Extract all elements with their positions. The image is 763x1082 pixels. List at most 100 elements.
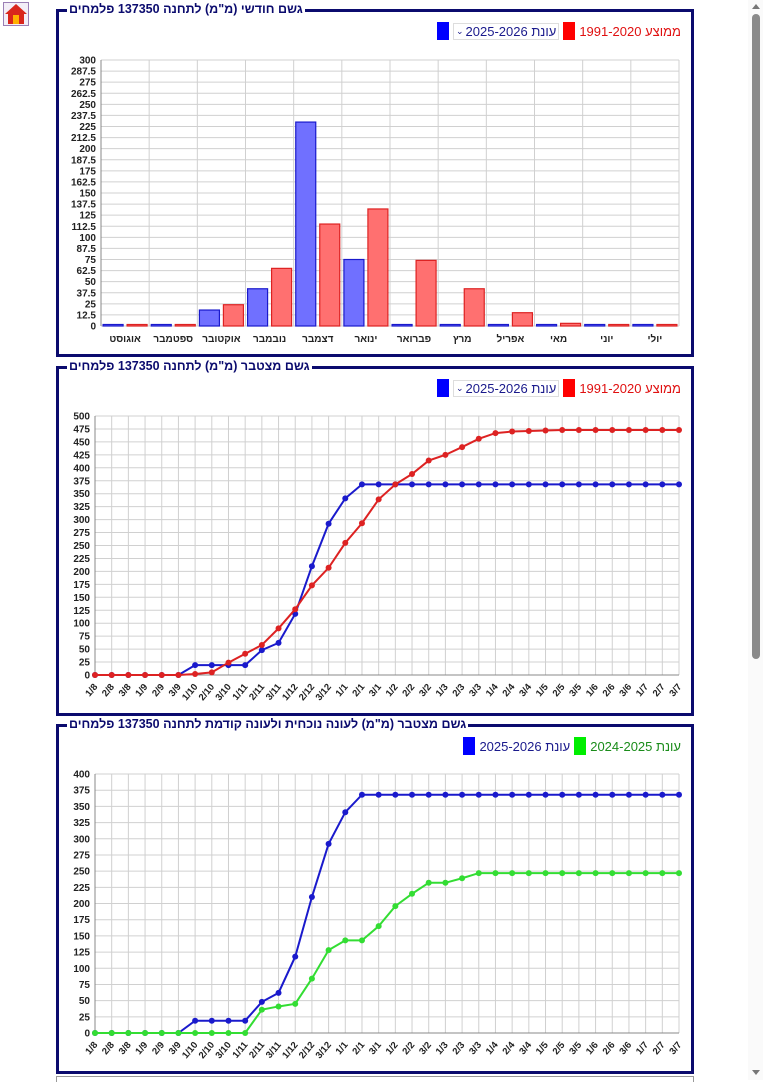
data-point [342,937,349,944]
x-tick-label: 3/11 [264,681,284,702]
data-point [459,444,466,451]
scroll-thumb[interactable] [752,14,760,659]
data-point [275,1003,282,1010]
x-tick-label: 2/5 [551,1039,568,1057]
scrollbar[interactable] [748,0,763,1080]
x-tick-label: 3/2 [417,682,434,699]
x-tick-label: 3/6 [617,682,634,699]
y-tick-label: 450 [73,437,90,448]
x-tick-label: 2/8 [100,682,117,699]
y-tick-label: 137.5 [71,200,96,211]
y-tick-label: 212.5 [71,133,96,144]
x-tick-label: 1/12 [280,1040,300,1061]
home-button[interactable] [3,2,29,26]
data-point [609,426,616,433]
data-point [676,426,682,433]
x-tick-label: 3/6 [617,1040,634,1057]
legend-season-swatch [436,379,449,397]
bar [222,304,245,327]
y-tick-label: 37.5 [77,288,97,299]
cumulative-line-chart: 0 25 50 75 100 125 150 175 200 225 250 275 300 325 350… [73,412,684,704]
x-tick-label: 1/6 [584,1040,601,1057]
data-point [425,879,432,886]
y-tick-label: 350 [73,489,90,500]
data-point [525,428,532,435]
x-tick-label: ספטמבר [153,334,193,345]
data-point [642,791,649,798]
data-point [208,1030,215,1036]
y-tick-label: 275 [73,850,90,861]
data-point [258,641,265,648]
bar [439,323,461,327]
x-tick-label: אוקטובר [202,334,241,345]
x-tick-label: 2/6 [601,1040,618,1057]
bar [126,323,148,327]
data-point [308,563,315,570]
data-point [158,672,165,678]
y-tick-label: 125 [73,948,90,959]
data-point [325,564,332,571]
legend: ממוצע 1991-2020 עונת 2025-2026 ⌄ [436,379,681,397]
data-point [459,481,466,488]
data-point [442,791,449,798]
bar [584,323,606,327]
data-point [575,481,582,488]
data-point [358,481,365,488]
y-tick-label: 175 [73,580,90,591]
scroll-up-icon[interactable] [752,4,760,9]
x-tick-label: 2/5 [551,681,568,699]
legend: עונת 2024-2025 עונת 2025-2026 [463,737,681,755]
data-point [425,791,432,798]
x-tick-label: 1/8 [83,682,100,699]
x-tick-label: 2/9 [150,1040,167,1057]
legend-season-swatch [436,22,449,40]
data-point [475,481,482,488]
data-point [409,481,416,488]
data-point [358,937,365,944]
data-point [592,870,599,877]
data-point [175,1030,182,1036]
y-tick-label: 100 [73,964,90,975]
data-point [392,903,399,910]
season-select[interactable]: עונת 2025-2026 ⌄ [452,379,560,397]
y-tick-label: 325 [73,502,90,513]
x-tick-label: 3/1 [367,681,384,699]
data-point [358,520,365,527]
bar [535,323,558,327]
y-tick-label: 300 [79,56,96,67]
panel-title: גשם מצטבר (מ"מ) לעונה נוכחית ולעונה קודמ… [67,717,469,731]
y-tick-label: 187.5 [71,155,96,166]
x-tick-label: דצמבר [302,334,334,345]
bar [295,121,317,327]
data-point [192,1017,199,1024]
data-point [292,1000,299,1007]
legend-previous-season-swatch [574,737,587,755]
data-point [625,870,632,877]
y-tick-label: 262.5 [71,89,96,100]
monthly-rain-panel: גשם חודשי (מ"מ) לתחנה 137350 פלמחים ממוצ… [56,2,694,357]
data-point [542,870,549,877]
data-point [108,1030,115,1036]
data-point [592,791,599,798]
data-point [625,481,632,488]
x-tick-label: 1/5 [534,681,551,699]
x-tick-label: 1/4 [484,1039,501,1057]
data-point [375,791,382,798]
data-point [609,870,616,877]
data-point [275,625,282,632]
data-point [509,481,516,488]
data-point [459,875,466,882]
x-tick-label: 3/10 [213,1040,233,1061]
data-point [575,870,582,877]
scroll-down-icon[interactable] [752,1070,760,1075]
data-point [676,791,682,798]
season-select[interactable]: עונת 2025-2026 ⌄ [452,22,560,40]
data-point [125,1030,132,1036]
data-point [242,650,249,657]
legend-average-swatch [563,22,576,40]
x-tick-label: 1/1 [334,681,351,699]
x-tick-label: 1/1 [334,1039,351,1057]
data-point [208,662,215,669]
bar [463,288,485,327]
bar [319,223,341,327]
